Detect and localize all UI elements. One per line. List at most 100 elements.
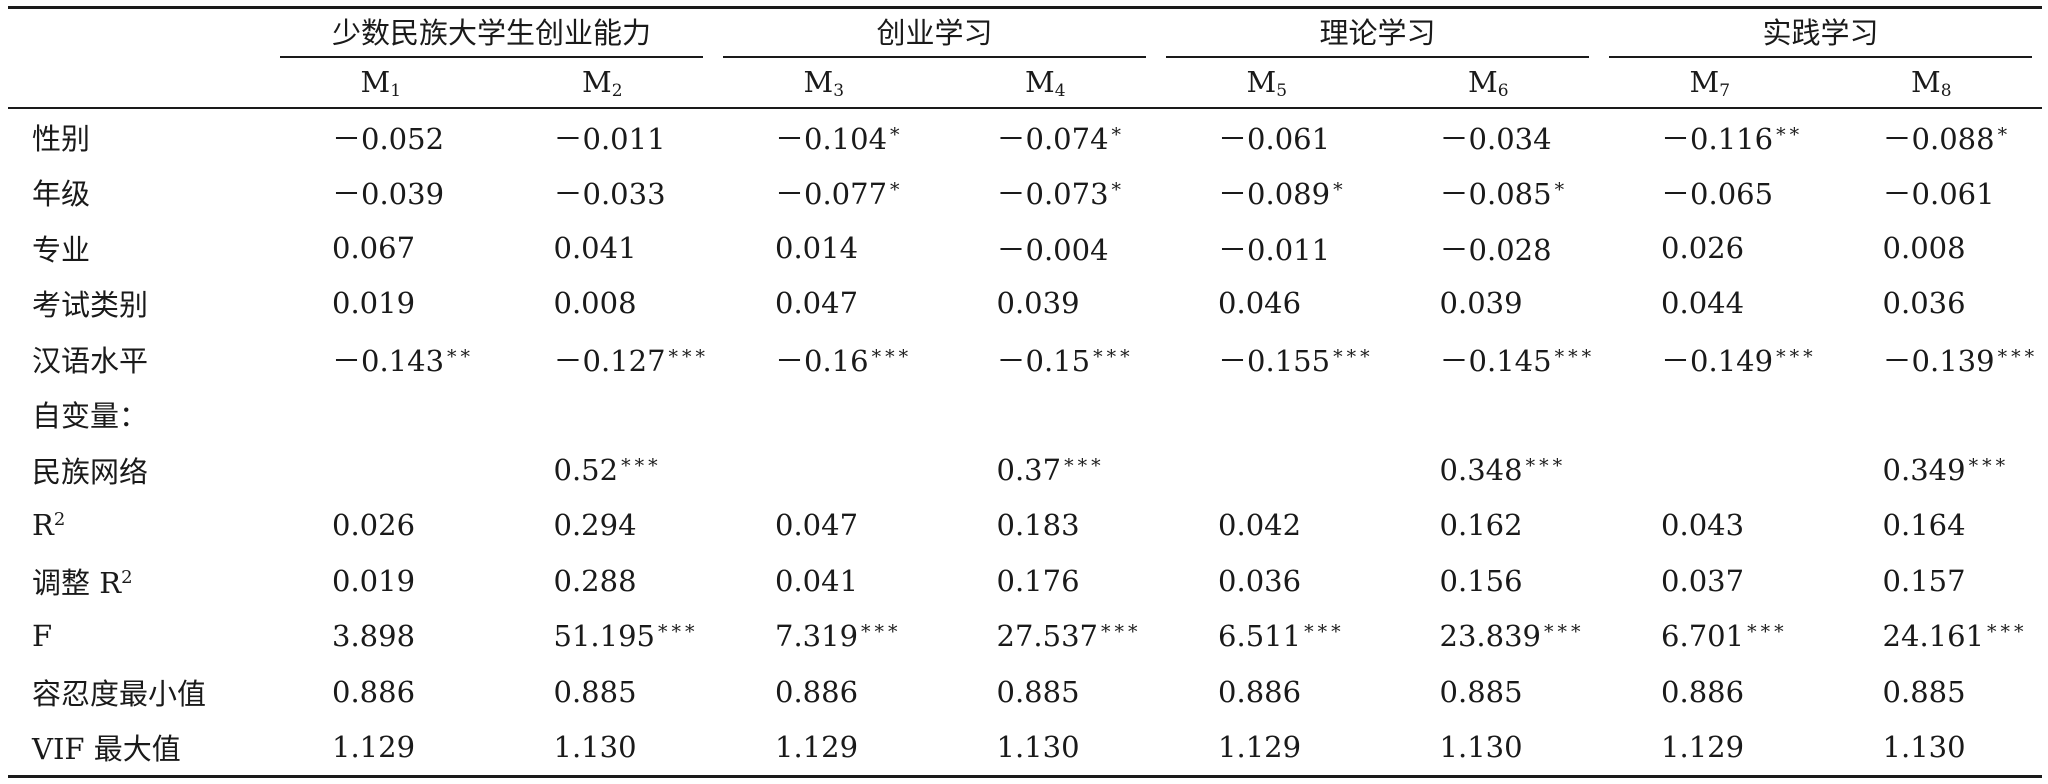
table-row: 调整 R2 0.019 0.288 0.041 0.176 0.036 0.156 0.037… — [8, 553, 2042, 609]
model-header: M8 — [1820, 59, 2043, 109]
significance-stars: * — [890, 179, 904, 202]
table-cell: 1.129 — [270, 719, 492, 778]
table-cell: －0.088 * — [1882, 121, 2012, 156]
table-row: 汉语水平 －0.143 ** －0.127 *** －0.16 *** －0.15 *** －0.… — [8, 331, 2042, 387]
significance-stars: *** — [1304, 621, 1345, 644]
stub-header — [8, 59, 270, 109]
significance-stars: *** — [657, 621, 699, 644]
significance-stars: *** — [1968, 454, 2010, 477]
table-cell: 1.130 — [1377, 719, 1600, 778]
table-cell: －0.061 — [1218, 121, 1331, 156]
significance-stars: *** — [1101, 621, 1142, 644]
significance-stars: *** — [1333, 345, 1374, 368]
table-cell: 0.036 — [1882, 286, 1966, 321]
row-label: 自变量： — [32, 399, 149, 434]
table-cell — [935, 387, 1157, 443]
row-label: 专业 — [32, 232, 91, 267]
table-cell: 0.008 — [1882, 230, 1966, 265]
table-cell: 0.288 — [553, 563, 637, 598]
table-cell — [1821, 387, 2043, 443]
table-cell: 0.183 — [996, 508, 1080, 543]
table-cell: －0.16 *** — [775, 343, 913, 378]
table-row: R2 0.026 0.294 0.047 0.183 0.042 0.162 0.043 0.1… — [8, 498, 2042, 554]
table-cell: 1.129 — [713, 719, 935, 778]
significance-stars: * — [1554, 179, 1569, 202]
table-cell: 1.130 — [934, 719, 1157, 778]
table-cell: 24.161 *** — [1882, 619, 2028, 654]
significance-stars: *** — [1064, 454, 1105, 477]
table-cell: 0.042 — [1218, 508, 1302, 543]
table-cell: －0.085 * — [1439, 177, 1569, 212]
table-cell: 3.898 — [332, 619, 416, 654]
table-cell: －0.039 — [332, 177, 445, 212]
table-row: 专业 0.067 0.041 0.014 －0.004 －0.011 －0.028 0.026… — [8, 220, 2042, 276]
table-cell: 0.349 *** — [1882, 452, 2010, 487]
table-cell — [270, 387, 492, 443]
table-cell: 0.37 *** — [996, 452, 1105, 487]
significance-stars: ** — [1776, 123, 1804, 146]
table-cell: 0.047 — [775, 508, 859, 543]
table-cell — [492, 387, 714, 443]
significance-stars: *** — [1747, 621, 1788, 644]
group-header: 少数民族大学生创业能力 — [270, 6, 714, 59]
table-cell: 0.019 — [332, 286, 416, 321]
significance-stars: *** — [871, 345, 913, 368]
table-cell: 27.537 *** — [996, 619, 1142, 654]
table-cell — [270, 442, 492, 498]
significance-stars: * — [890, 123, 904, 146]
table-cell: －0.155 *** — [1218, 343, 1374, 378]
table-cell: 0.885 — [553, 674, 637, 709]
regression-table: 少数民族大学生创业能力 创业学习 理论学习 实践学习 M1 M2 M3 M4 M… — [8, 6, 2043, 778]
row-label: 年级 — [32, 177, 91, 212]
table-cell — [1156, 442, 1378, 498]
table-cell: －0.052 — [332, 121, 445, 156]
table-cell: 7.319 *** — [775, 619, 902, 654]
model-header: M1 — [270, 59, 492, 109]
table-cell: 0.176 — [996, 563, 1080, 598]
row-label: R2 — [32, 508, 66, 543]
model-header: M4 — [934, 59, 1157, 109]
table-cell: 0.067 — [332, 230, 416, 265]
model-header: M2 — [491, 59, 714, 109]
significance-stars: *** — [1093, 345, 1134, 368]
table-cell: －0.143 ** — [332, 343, 475, 378]
table-cell — [713, 442, 935, 498]
table-cell: 0.026 — [1661, 230, 1745, 265]
table-cell: －0.127 *** — [553, 343, 710, 378]
table-cell: 0.885 — [996, 674, 1080, 709]
table-cell: 0.044 — [1661, 286, 1745, 321]
significance-stars: *** — [1544, 621, 1585, 644]
table-cell: 0.019 — [332, 563, 416, 598]
table-row: 民族网络 0.52 *** 0.37 *** 0.348 *** 0.349 *** — [8, 442, 2042, 498]
table-cell: 0.162 — [1439, 508, 1523, 543]
row-label: VIF 最大值 — [8, 719, 270, 778]
table-cell: －0.139 *** — [1882, 343, 2039, 378]
significance-stars: * — [1997, 123, 2012, 146]
table-cell: 0.886 — [332, 674, 416, 709]
model-header-row: M1 M2 M3 M4 M5 M6 M7 M8 — [8, 59, 2043, 109]
table-cell: 0.026 — [332, 508, 416, 543]
significance-stars: ** — [447, 345, 475, 368]
table-cell: －0.089 * — [1218, 177, 1347, 212]
table-cell: 0.041 — [775, 563, 859, 598]
table-cell: －0.073 * — [996, 177, 1126, 212]
model-header: M3 — [713, 59, 935, 109]
table-row: 考试类别 0.019 0.008 0.047 0.039 0.046 0.039 0.044 0… — [8, 276, 2042, 332]
significance-stars: *** — [668, 345, 710, 368]
table-cell: 0.043 — [1661, 508, 1745, 543]
table-cell: 0.886 — [775, 674, 859, 709]
significance-stars: *** — [861, 621, 902, 644]
table-cell: －0.074 * — [996, 121, 1126, 156]
table-cell: 0.041 — [553, 230, 637, 265]
table-cell: 0.294 — [553, 508, 637, 543]
table-cell — [713, 387, 935, 443]
table-cell: 0.037 — [1661, 563, 1745, 598]
model-header: M6 — [1377, 59, 1600, 109]
table-cell: 0.52 *** — [553, 452, 662, 487]
table-cell: 0.039 — [1439, 286, 1523, 321]
row-label: 性别 — [32, 121, 91, 156]
table-cell: 1.130 — [491, 719, 714, 778]
table-row: 自变量： — [8, 387, 2042, 443]
group-header: 创业学习 — [713, 6, 1157, 59]
table-cell: －0.034 — [1439, 121, 1552, 156]
